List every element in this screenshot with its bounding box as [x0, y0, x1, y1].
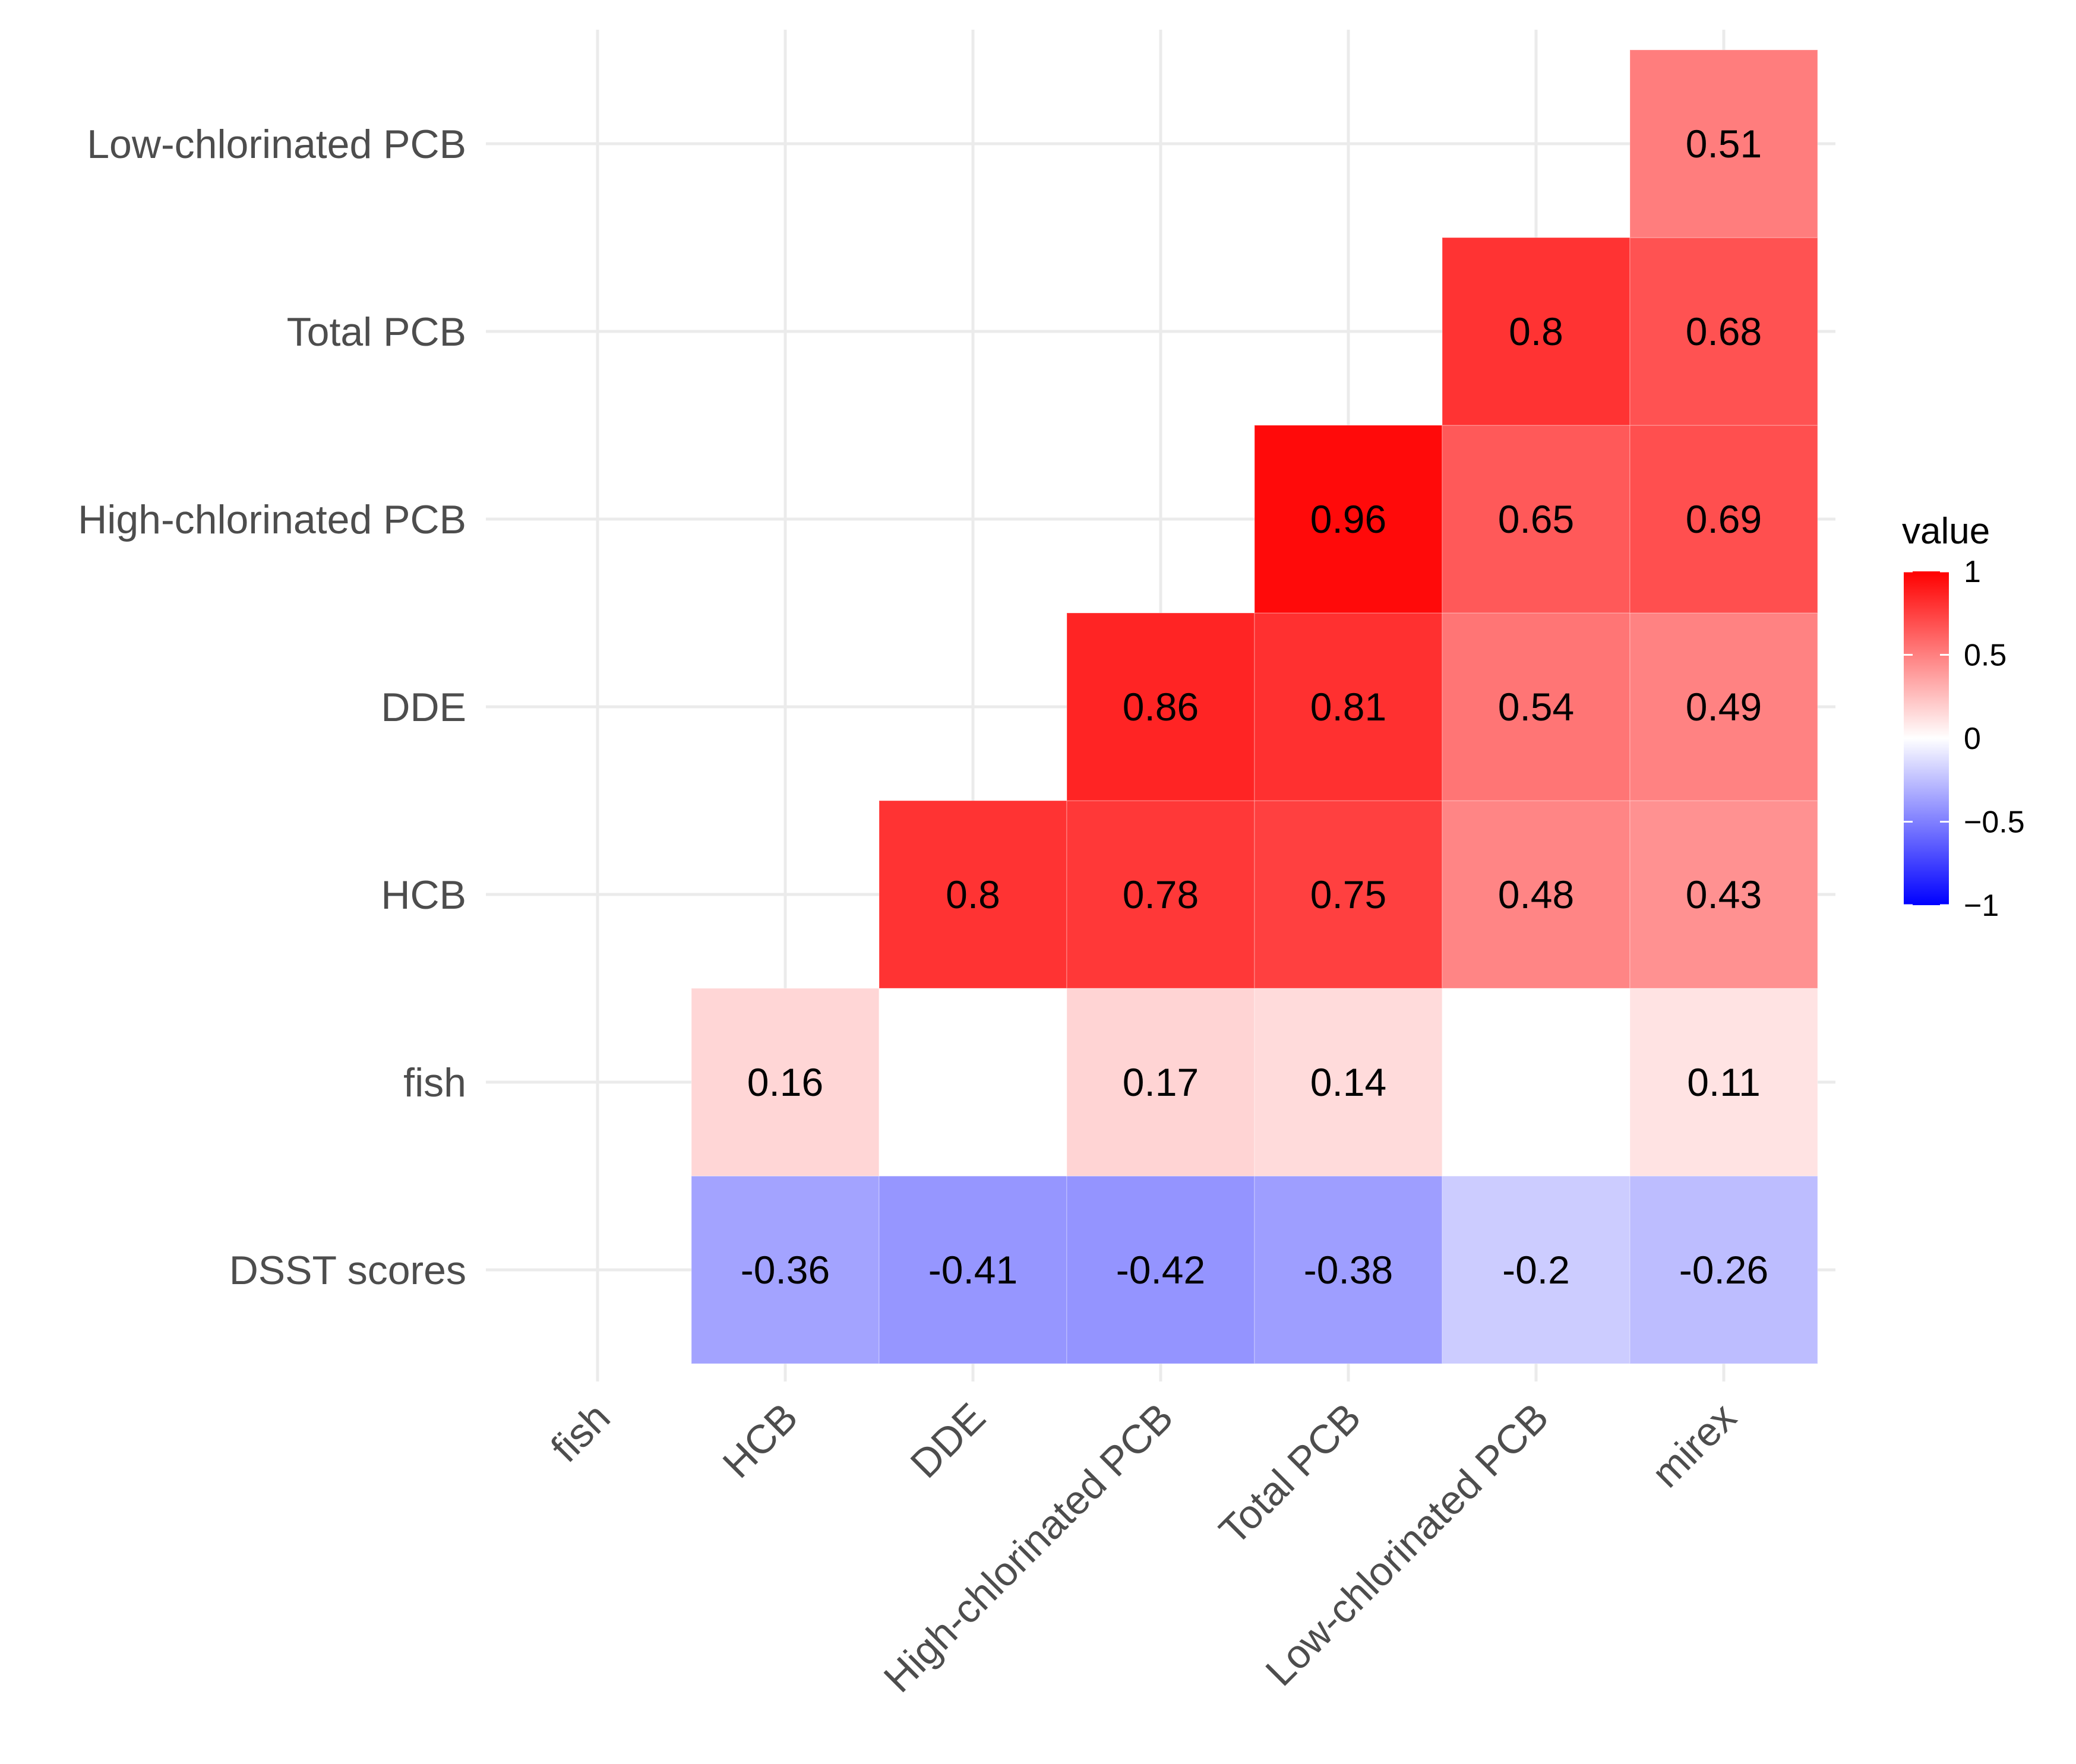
cell-value-label: 0.68: [1686, 309, 1762, 353]
heatmap-cell: [1066, 800, 1255, 989]
legend-tick-label: −1: [1964, 889, 1999, 923]
cell-value-label: 0.96: [1310, 497, 1386, 541]
heatmap-cell: [1254, 1175, 1443, 1364]
heatmap-cell: [1629, 800, 1818, 989]
heatmap-cell: [1629, 988, 1818, 1177]
heatmap-cell: [1066, 612, 1255, 801]
cell-value-label: 0.8: [946, 872, 1000, 916]
y-tick-label: High-chlorinated PCB: [78, 497, 466, 542]
y-tick-label: Low-chlorinated PCB: [87, 122, 466, 167]
heatmap-cell: [1066, 1175, 1255, 1364]
cell-value-label: 0.8: [1509, 309, 1563, 353]
legend-tick-label: 0.5: [1964, 638, 2007, 673]
heatmap-cell: [691, 988, 880, 1177]
heatmap-cell: [1442, 237, 1631, 426]
legend-title: value: [1902, 511, 1990, 552]
cell-value-label: 0.48: [1498, 872, 1574, 916]
cell-value-labels: -0.36 -0.41 -0.42 -0.38 -0.2 -0.26 0.16 0.17 0.1…: [741, 122, 1768, 1292]
legend-tick-label: 0: [1964, 722, 1981, 756]
cell-value-label: 0.14: [1310, 1060, 1386, 1104]
cell-value-label: 0.75: [1310, 872, 1386, 916]
cell-value-label: 0.43: [1686, 872, 1762, 916]
cell-value-label: -0.42: [1116, 1248, 1205, 1292]
legend-tick-label: 1: [1964, 555, 1981, 589]
cell-value-label: -0.38: [1304, 1248, 1393, 1292]
heatmap-cell: [1442, 425, 1631, 614]
heatmap-cell: [1254, 612, 1443, 801]
cell-value-label: 0.86: [1123, 685, 1199, 729]
cell-value-label: 0.51: [1686, 122, 1762, 166]
heatmap-cell: [879, 988, 1067, 1177]
heatmap-cell: [691, 1175, 880, 1364]
heatmap-cell: [1629, 49, 1818, 238]
cell-value-label: 0.81: [1310, 685, 1386, 729]
heatmap-cell: [1629, 425, 1818, 614]
cell-value-label: -0.2: [1502, 1248, 1570, 1292]
cell-value-label: 0.11: [1687, 1060, 1761, 1104]
cell-value-label: 0.17: [1123, 1060, 1199, 1104]
cell-value-label: -0.26: [1679, 1248, 1768, 1292]
heatmap-cell: [1629, 1175, 1818, 1364]
cell-value-label: 0.16: [747, 1060, 823, 1104]
heatmap-cell: [1254, 988, 1443, 1177]
y-tick-label: DSST scores: [229, 1248, 466, 1293]
heatmap-cell: [1629, 612, 1818, 801]
y-tick-label: Total PCB: [287, 309, 466, 355]
cell-value-label: 0.49: [1686, 685, 1762, 729]
cell-value-label: 0.78: [1123, 872, 1199, 916]
cell-value-label: -0.41: [928, 1248, 1018, 1292]
heatmap-cell: [1442, 988, 1631, 1177]
legend-tick-label: −0.5: [1964, 805, 2025, 840]
cell-value-label: 0.69: [1686, 497, 1762, 541]
y-axis-tick-labels: DSST scores fish HCB DDE High-chlorinated PC…: [78, 122, 466, 1293]
heatmap-cell: [879, 800, 1067, 989]
y-tick-label: HCB: [381, 872, 466, 918]
cell-value-label: -0.36: [741, 1248, 830, 1292]
color-legend: value 1 0.5 0 −0.5 −1: [1902, 511, 2025, 923]
heatmap-cell: [1442, 800, 1631, 989]
y-tick-label: DDE: [381, 685, 466, 730]
cell-value-label: 0.65: [1498, 497, 1574, 541]
heatmap-cells: [691, 49, 1818, 1364]
cell-value-label: 0.54: [1498, 685, 1574, 729]
heatmap-cell: [1066, 988, 1255, 1177]
y-tick-label: fish: [403, 1060, 466, 1105]
heatmap-cell: [879, 1175, 1067, 1364]
heatmap-cell: [1254, 800, 1443, 989]
heatmap-cell: [1254, 425, 1443, 614]
